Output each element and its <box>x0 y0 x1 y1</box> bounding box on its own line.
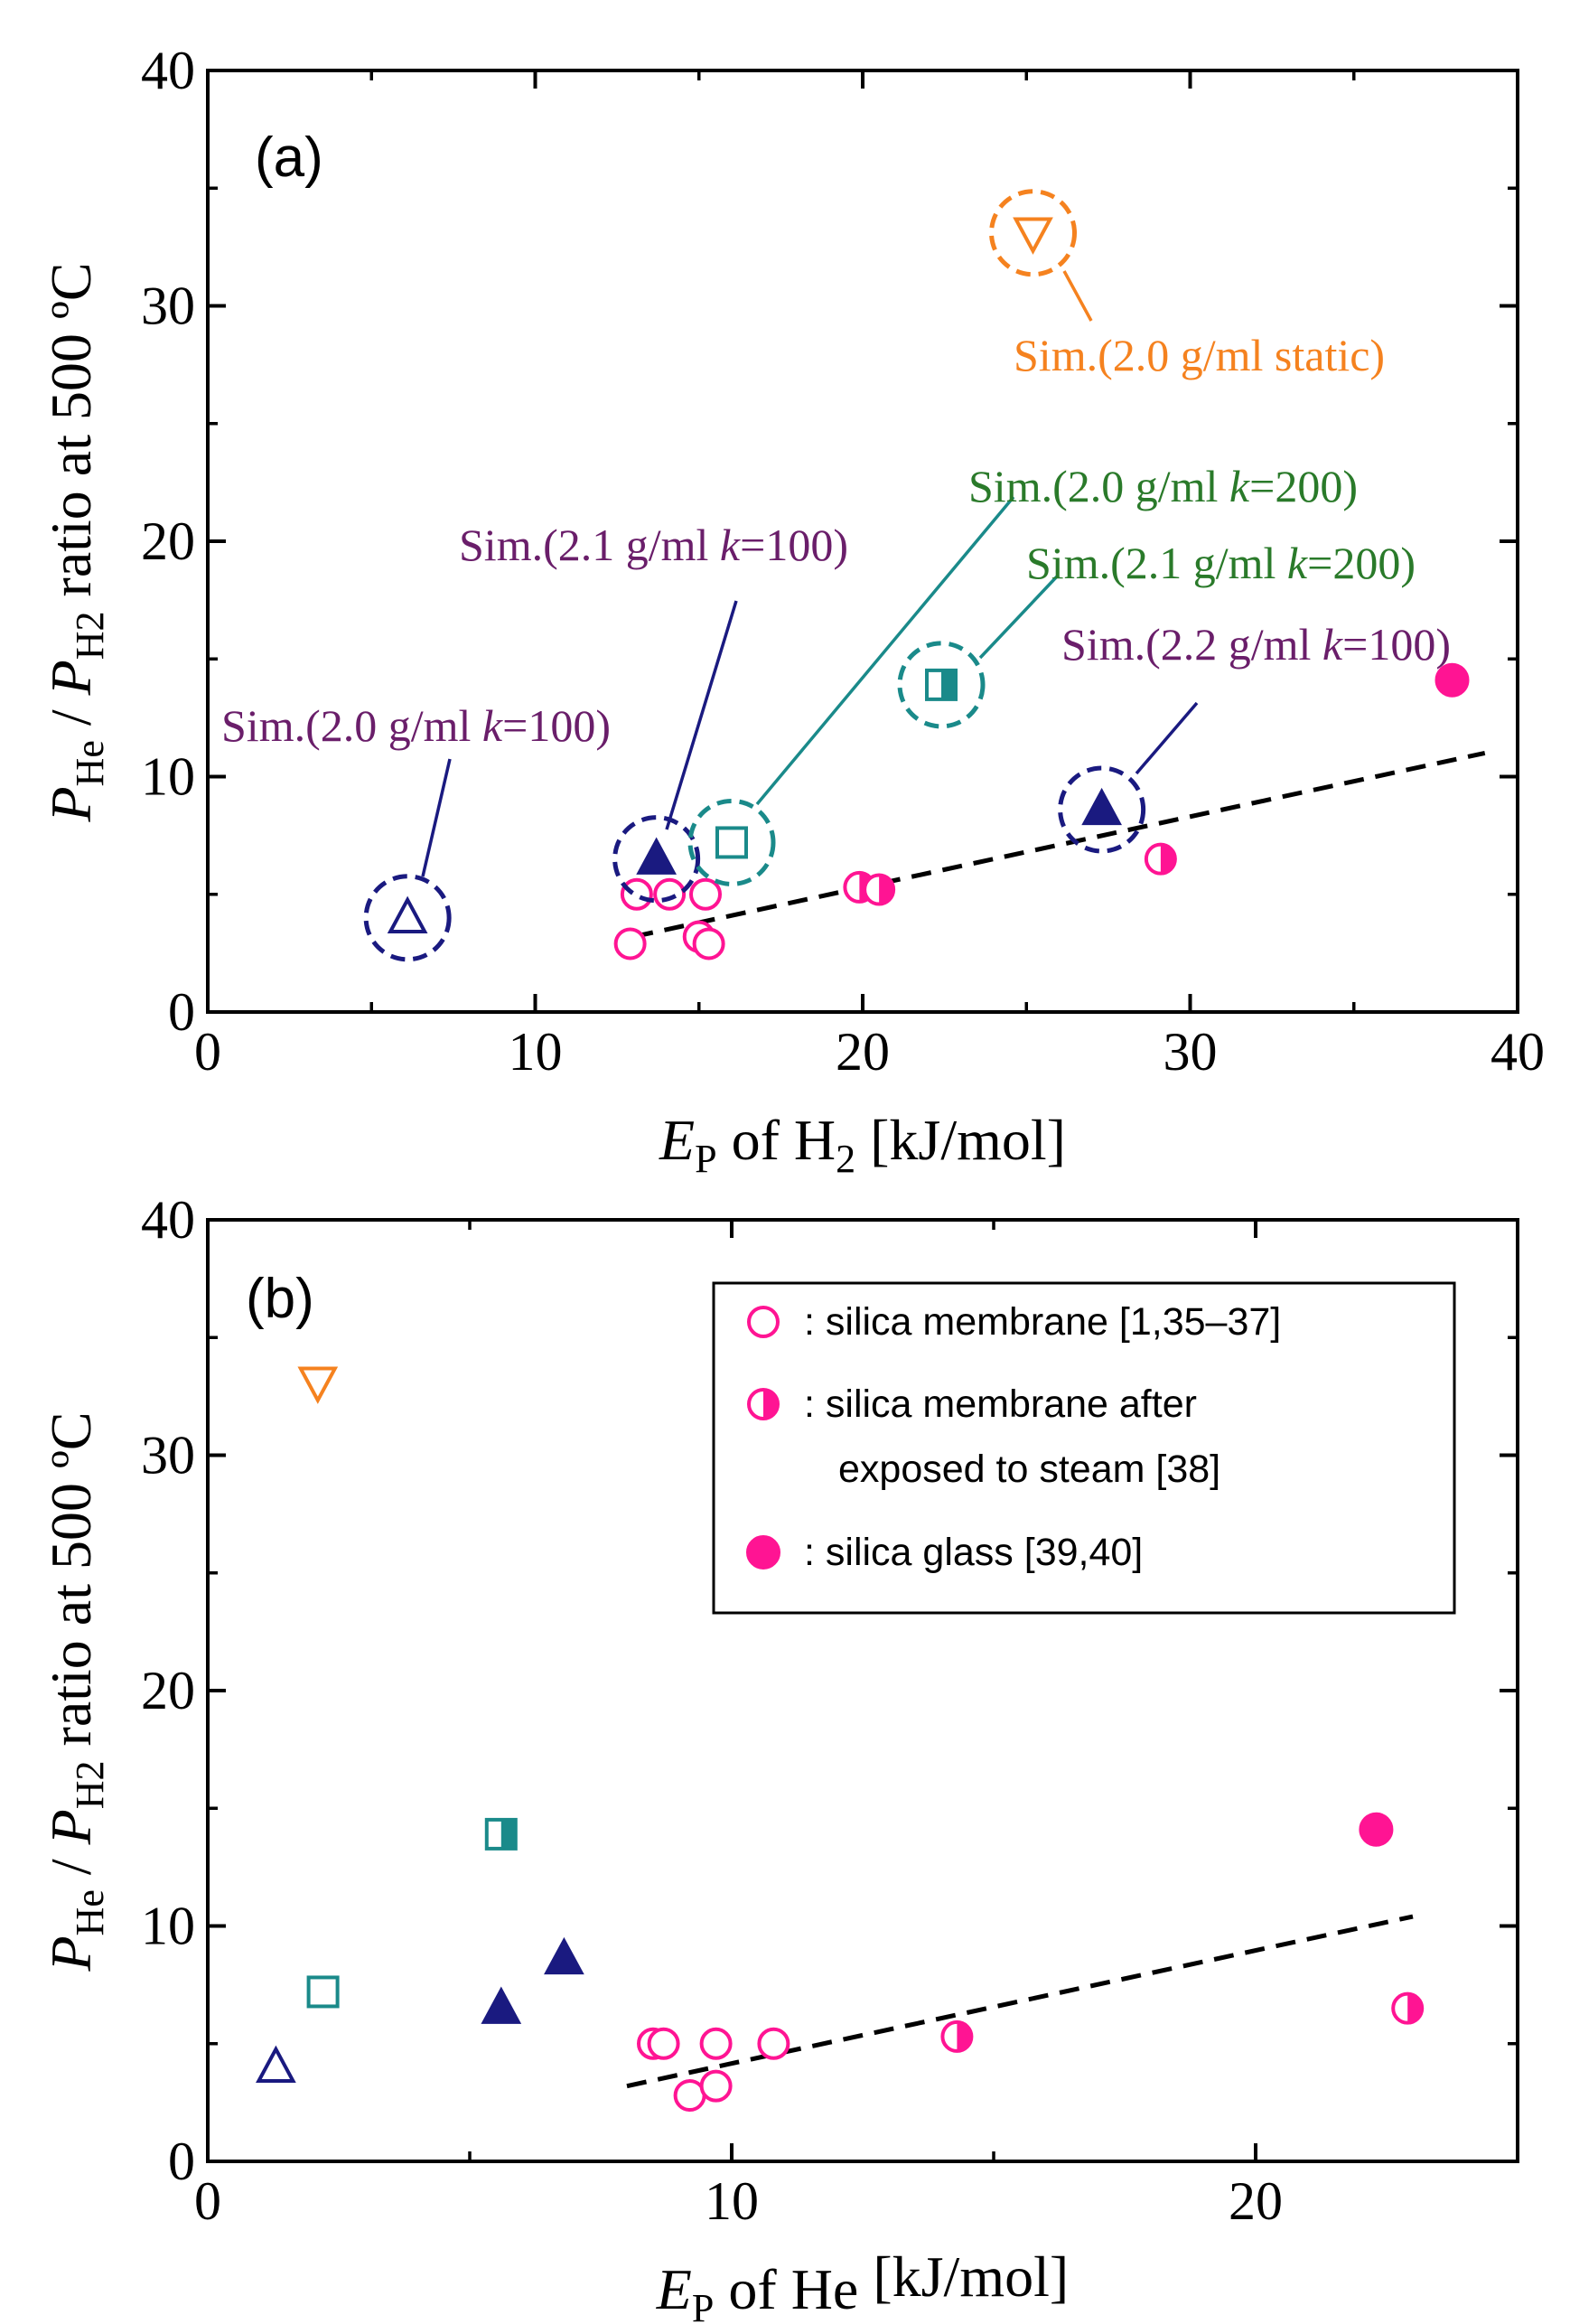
y-tick-label: 40 <box>141 1190 195 1250</box>
data-point <box>925 668 958 701</box>
x-tick-label: 40 <box>1491 1022 1545 1082</box>
data-point <box>1081 787 1122 826</box>
annotation-sim-20-k200: Sim.(2.0 g/ml k=200) <box>968 461 1358 511</box>
x-tick-label: 10 <box>509 1022 563 1082</box>
legend-box <box>712 1281 1456 1615</box>
legend-label-silica-glass: : silica glass [39,40] <box>804 1531 1143 1574</box>
y-tick-label: 30 <box>141 1426 195 1485</box>
data-point <box>699 2069 733 2103</box>
leader-sim-21-k200 <box>978 575 1059 660</box>
data-point <box>1013 217 1053 255</box>
y-tick-label: 0 <box>168 2132 195 2191</box>
legend-marker <box>747 1388 780 1420</box>
highlight-circle <box>989 189 1077 277</box>
data-point <box>636 837 677 875</box>
y-tick-label: 20 <box>141 1661 195 1720</box>
data-point <box>715 826 748 859</box>
highlight-circle <box>1058 765 1146 854</box>
data-point <box>647 2027 680 2060</box>
highlight-circle <box>612 815 701 904</box>
trendline-a <box>632 751 1486 940</box>
y-tick-label: 10 <box>141 1897 195 1956</box>
x-tick-label: 0 <box>194 1022 221 1082</box>
annotation-leaders-a <box>421 270 1199 877</box>
leader-sim-20-k100 <box>421 758 452 877</box>
x-axis-title-b: EP of He [kJ/mol] <box>656 2244 1069 2324</box>
data-point <box>940 2019 974 2053</box>
annotation-sim-22-k100: Sim.(2.2 g/ml k=100) <box>1061 619 1451 670</box>
highlight-circle <box>897 641 986 729</box>
data-point <box>544 1936 584 1975</box>
data-point <box>863 873 896 906</box>
data-point <box>306 1975 340 2009</box>
annotations-a: Sim.(2.0 g/ml k=100) Sim.(2.1 g/ml k=100… <box>221 330 1451 751</box>
panel-label-b: (b) <box>246 1268 314 1330</box>
y-tick-label: 0 <box>168 982 195 1042</box>
annotation-sim-21-k200: Sim.(2.1 g/ml k=200) <box>1026 538 1416 588</box>
legend-markers <box>746 1306 780 1570</box>
data-point <box>620 877 653 911</box>
annotation-sim-20-k100: Sim.(2.0 g/ml k=100) <box>221 700 611 751</box>
data-point <box>1359 1812 1394 1847</box>
y-tick-label: 40 <box>141 41 195 100</box>
panel-b: 0 10 20 0 10 20 30 40 (b) PHe / PH2 ratio at 50… <box>39 1190 1519 2324</box>
data-point <box>297 1366 339 1404</box>
leader-sim-20-static <box>1062 270 1093 322</box>
legend: : silica membrane [1,35–37] : silica mem… <box>712 1281 1456 1615</box>
data-point <box>613 927 647 961</box>
annotation-sim-20-static: Sim.(2.0 g/ml static) <box>1014 330 1385 380</box>
legend-label-steam-line1: : silica membrane after <box>804 1382 1197 1426</box>
leader-sim-20-k200 <box>755 495 1015 806</box>
points-a <box>363 189 1470 962</box>
data-point <box>653 877 687 911</box>
x-tick-label: 0 <box>194 2171 221 2231</box>
points-b <box>256 1366 1425 2113</box>
data-point <box>481 1986 522 2024</box>
data-point <box>1144 842 1177 876</box>
legend-marker <box>746 1535 780 1570</box>
x-axis-title-a: EP of H2 [kJ/mol] <box>659 1108 1066 1181</box>
data-point <box>387 895 428 933</box>
y-tick-label: 10 <box>141 747 195 807</box>
y-tick-label: 30 <box>141 276 195 336</box>
panel-label-a: (a) <box>255 127 323 189</box>
panel-a: 0 10 20 30 40 0 10 20 30 40 (a) PHe / PH2 ratio a… <box>39 41 1545 1181</box>
annotation-sim-21-k100: Sim.(2.1 g/ml k=100) <box>459 520 848 570</box>
data-point <box>689 877 722 911</box>
highlight-circle <box>363 874 452 962</box>
y-axis-title-b: PHe / PH2 ratio at 500 ºC <box>39 1411 112 1972</box>
trendline-b <box>626 1914 1414 2089</box>
x-tick-label: 20 <box>1229 2171 1283 2231</box>
data-point <box>699 2027 733 2060</box>
x-tick-label: 30 <box>1163 1022 1218 1082</box>
x-tick-label: 20 <box>836 1022 890 1082</box>
x-tick-label: 10 <box>705 2171 759 2231</box>
data-point <box>1434 662 1470 698</box>
data-point <box>1391 1991 1425 2025</box>
leader-sim-22-k100 <box>1135 701 1199 775</box>
legend-marker <box>747 1306 780 1338</box>
leader-sim-21-k100 <box>665 600 738 830</box>
legend-label-steam-line2: exposed to steam [38] <box>838 1448 1220 1491</box>
y-axis-title-a: PHe / PH2 ratio at 500 ºC <box>39 262 112 822</box>
legend-label-silica-membrane: : silica membrane [1,35–37] <box>804 1300 1281 1344</box>
ticks-a: 0 10 20 30 40 0 10 20 30 40 <box>141 41 1545 1082</box>
data-point <box>757 2027 790 2060</box>
data-point <box>484 1817 518 1851</box>
highlight-circle <box>687 798 776 886</box>
y-tick-label: 20 <box>141 511 195 571</box>
ticks-b: 0 10 20 0 10 20 30 40 <box>141 1190 1518 2231</box>
data-point <box>692 927 725 961</box>
data-point <box>256 2045 296 2083</box>
